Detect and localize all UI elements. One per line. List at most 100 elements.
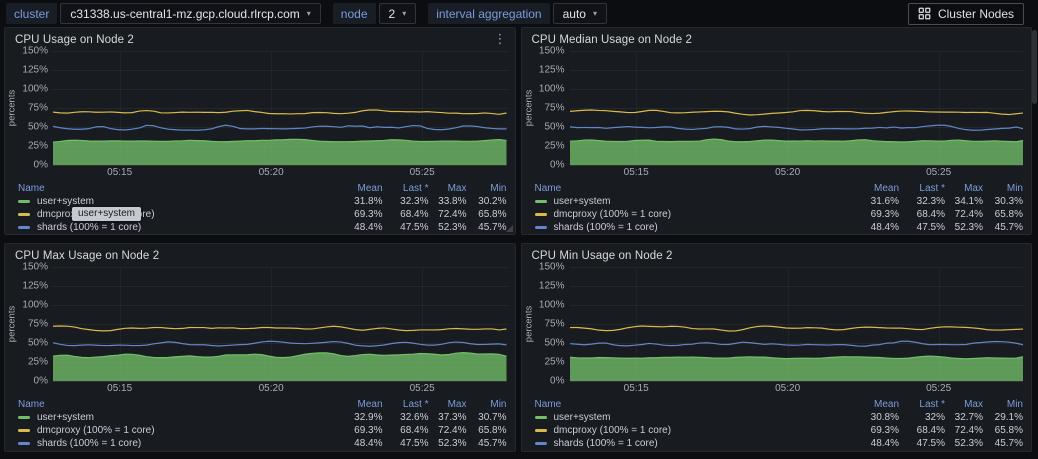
panel-title[interactable]: CPU Max Usage on Node 2 (15, 249, 160, 262)
dashboard-toolbar: cluster c31338.us-central1-mz.gcp.cloud.… (0, 0, 1038, 27)
series-name[interactable]: dmcproxy (100% = 1 core) (553, 209, 672, 220)
x-tick: 05:20 (258, 167, 284, 178)
panel-header: CPU Usage on Node 2 (5, 28, 515, 51)
legend-header-max[interactable]: Max (447, 182, 467, 194)
series-name[interactable]: user+system (37, 196, 94, 207)
panel-header: CPU Median Usage on Node 2 (522, 28, 1032, 51)
series-stat: 47.5% (400, 438, 429, 449)
y-tick: 75% (544, 102, 565, 114)
series-name[interactable]: user+system (37, 412, 94, 423)
cluster-nodes-button[interactable]: Cluster Nodes (907, 2, 1024, 25)
variable-node-dropdown[interactable]: 2 ▾ (378, 3, 417, 24)
y-axis-title-text: percents (6, 89, 18, 127)
series-stat: 72.4% (954, 209, 983, 220)
series-stat: 45.7% (994, 438, 1023, 449)
series-line (53, 341, 507, 346)
variable-cluster-value: c31338.us-central1-mz.gcp.cloud.rlrcp.co… (70, 6, 300, 21)
variable-cluster-dropdown[interactable]: c31338.us-central1-mz.gcp.cloud.rlrcp.co… (60, 3, 321, 24)
legend-header-last[interactable]: Last * (919, 398, 945, 410)
series-name[interactable]: shards (100% = 1 core) (553, 438, 658, 449)
y-axis-title: percents (522, 267, 536, 381)
y-tick: 50% (544, 121, 565, 133)
legend-row: user+system 31.6% 32.3% 34.1% 30.3% (534, 195, 1023, 208)
chevron-down-icon: ▾ (592, 8, 597, 18)
y-tick: 50% (544, 337, 565, 349)
legend-header-name[interactable]: Name (534, 182, 562, 194)
legend-row: shards (100% = 1 core) 48.4% 47.5% 52.3% 45.… (534, 437, 1023, 450)
y-tick: 100% (22, 83, 48, 95)
legend-header-last[interactable]: Last * (402, 182, 429, 194)
y-tick: 75% (544, 318, 565, 330)
plot-area (53, 267, 507, 382)
legend-header-mean[interactable]: Mean (357, 182, 383, 194)
legend-header-max[interactable]: Max (964, 182, 983, 194)
series-stat: 47.5% (400, 222, 429, 233)
legend-header-mean[interactable]: Mean (873, 398, 899, 410)
variable-node-value: 2 (388, 6, 396, 21)
legend-header-min[interactable]: Min (1006, 182, 1023, 194)
chevron-down-icon: ▾ (402, 8, 407, 18)
legend-header-mean[interactable]: Mean (357, 398, 383, 410)
variable-node: node 2 ▾ (332, 3, 417, 24)
legend-row: shards (100% = 1 core) 48.4% 47.5% 52.3% 45.… (18, 221, 507, 234)
series-line (570, 341, 1024, 346)
legend-header-name[interactable]: Name (18, 398, 45, 410)
panel-title[interactable]: CPU Median Usage on Node 2 (531, 33, 692, 46)
legend-row: dmcproxy (100% = 1 core) 69.3% 68.4% 72.4% 6… (534, 208, 1023, 221)
panel-title[interactable]: CPU Usage on Node 2 (15, 33, 134, 46)
series-name[interactable]: dmcproxy (100% = 1 core) (37, 425, 155, 436)
series-line (570, 356, 1024, 359)
series-stat: 69.3% (354, 209, 383, 220)
series-stat: 69.3% (870, 425, 899, 436)
panel-title[interactable]: CPU Min Usage on Node 2 (531, 249, 673, 262)
series-area-fill (53, 352, 507, 381)
series-stat: 48.4% (870, 438, 899, 449)
series-stat: 45.7% (994, 222, 1023, 233)
legend-header-name[interactable]: Name (534, 398, 562, 410)
series-color-swatch (18, 442, 30, 445)
variable-interval-aggregation-dropdown[interactable]: auto ▾ (552, 3, 607, 24)
series-color-swatch (534, 226, 547, 229)
chart-area: percents 150% 125% 100% 75% 50% 25% 0% (5, 46, 515, 171)
legend-header-max[interactable]: Max (964, 398, 983, 410)
y-tick: 125% (22, 280, 48, 292)
panel-resize-handle[interactable] (505, 225, 513, 232)
series-name[interactable]: shards (100% = 1 core) (37, 438, 142, 449)
legend-header-last[interactable]: Last * (402, 398, 429, 410)
series-line (53, 353, 507, 358)
legend-header-last[interactable]: Last * (919, 182, 945, 194)
x-tick: 05:20 (775, 167, 801, 178)
y-tick: 50% (27, 337, 48, 349)
y-tick: 125% (538, 64, 565, 76)
legend-header-max[interactable]: Max (447, 398, 467, 410)
y-tick: 25% (27, 356, 48, 368)
legend-header-mean[interactable]: Mean (873, 182, 899, 194)
scrollbar-thumb[interactable] (1032, 30, 1037, 104)
series-stat: 29.1% (994, 412, 1023, 423)
legend-header-min[interactable]: Min (1006, 398, 1023, 410)
series-name[interactable]: dmcproxy (100% = 1 core) (553, 425, 672, 436)
series-name[interactable]: user+system (553, 412, 611, 423)
legend-header-name[interactable]: Name (18, 182, 45, 194)
series-stat: 65.8% (478, 425, 507, 436)
legend-row: user+system 32.9% 32.6% 37.3% 30.7% (18, 411, 507, 424)
series-color-swatch (534, 429, 547, 432)
series-stat: 34.1% (954, 196, 983, 207)
panel-menu-icon[interactable]: ⋮ (493, 31, 507, 46)
series-stat: 47.5% (916, 222, 945, 233)
series-name[interactable]: user+system (553, 196, 611, 207)
cluster-nodes-button-label: Cluster Nodes (937, 6, 1014, 21)
series-name[interactable]: shards (100% = 1 core) (37, 222, 142, 233)
legend-header-min[interactable]: Min (490, 398, 507, 410)
y-tick: 75% (27, 318, 48, 330)
series-line (570, 125, 1024, 130)
legend-header-min[interactable]: Min (490, 182, 507, 194)
x-axis-ticks: 05:15 05:20 05:25 (570, 165, 1024, 180)
x-axis-ticks: 05:15 05:20 05:25 (53, 381, 507, 396)
series-name[interactable]: shards (100% = 1 core) (553, 222, 658, 233)
y-axis-title: percents (522, 51, 536, 165)
series-color-swatch (534, 442, 547, 445)
x-tick: 05:25 (409, 383, 435, 394)
series-line (53, 110, 507, 114)
series-stat: 30.2% (478, 196, 507, 207)
